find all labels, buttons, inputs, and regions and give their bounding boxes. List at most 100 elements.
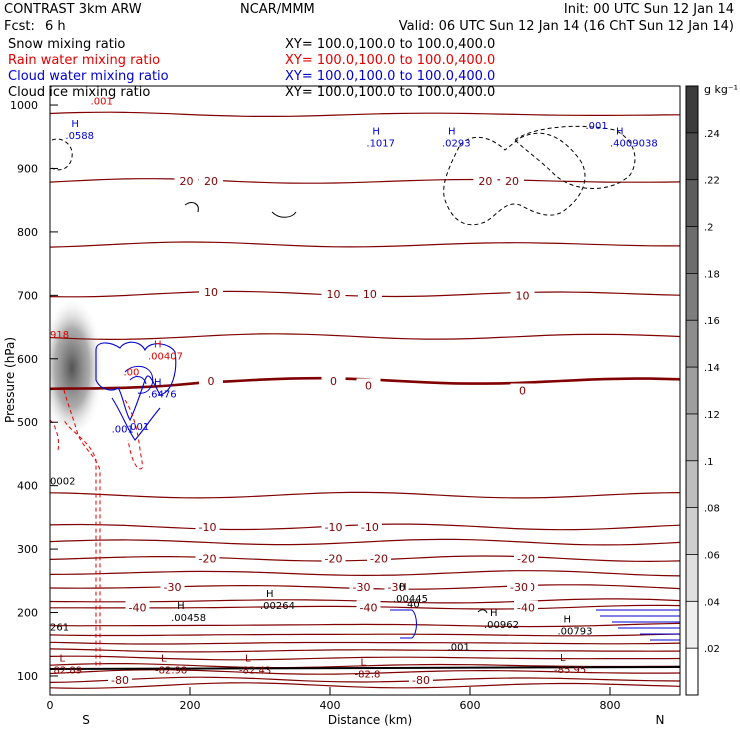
isotherm--15 (50, 538, 680, 546)
cloud-ice-small-contour-2 (271, 211, 297, 218)
legend-coords: XY= 100.0,100.0 to 100.0,400.0 (285, 85, 495, 100)
contour-label-bg (500, 174, 524, 188)
y-tick-label: 800 (17, 226, 38, 239)
colorbar-tick-label: .22 (704, 176, 720, 187)
contour-label: 20 (204, 175, 218, 188)
contour-value-label: .001 (112, 424, 134, 435)
x-tick-label: 200 (180, 699, 201, 712)
colorbar-tick-label: .24 (704, 129, 720, 140)
colorbar-tick-label: .1 (704, 457, 714, 468)
extremum-value: -85.95 (554, 665, 586, 676)
contour-label: 10 (363, 288, 377, 301)
contour-label: -30 (164, 581, 182, 594)
contour-label-bg (199, 373, 223, 387)
cloud-ice-contour-3 (51, 138, 73, 171)
contour-label-bg (356, 378, 381, 392)
colorbar-swatch (686, 226, 698, 274)
isotherm--55 (50, 641, 680, 645)
isotherm--60 (50, 648, 680, 653)
extremum-marker: H (266, 589, 274, 600)
contour-value-label: 0002 (50, 476, 75, 487)
extremum-marker: H (177, 601, 185, 612)
colorbar-swatch (686, 648, 698, 696)
cloud-ice-small-contour (184, 202, 199, 213)
contour-label-bg (160, 580, 185, 594)
extremum-value: .00445 (393, 594, 428, 605)
contour-label: 0 (365, 379, 372, 392)
colorbar-tick-label: .12 (704, 410, 720, 421)
isotherm--75 (50, 669, 680, 675)
colorbar-swatch (686, 413, 698, 462)
contour-label-bg (321, 551, 346, 565)
y-tick-label: 1000 (10, 99, 38, 112)
contour-label: -80 (111, 674, 129, 687)
model-title: CONTRAST 3km ARW (4, 2, 142, 17)
cloud-water-contour-6 (596, 609, 680, 641)
contour-label-bg (356, 600, 381, 614)
x-tick-label: 400 (320, 699, 341, 712)
colorbar-swatch (686, 86, 698, 134)
isotherm--20 (50, 555, 680, 563)
contour-label: -40 (360, 601, 378, 614)
extremum-value: .0293 (442, 138, 471, 149)
ground-surface (50, 666, 680, 670)
cloud-water-contour-4 (129, 376, 147, 385)
extremum-marker: H (490, 608, 498, 619)
y-axis: 100 200 300 400 500 600 700 800 900 1000 (10, 99, 58, 683)
extremum-value: .6476 (148, 390, 177, 401)
contour-value-label: .001 (448, 643, 470, 654)
contour-label: -40 (517, 601, 535, 614)
contour-label-bg (367, 551, 391, 565)
colorbar-tick-label: .02 (704, 644, 720, 655)
y-tick-label: 500 (17, 416, 38, 429)
plot-frame (49, 85, 681, 696)
colorbar: .24 .22 .2 .18 .16 .14 .12 .1 .08 .06 .04 .02 (685, 85, 720, 696)
y-tick-label: 900 (17, 162, 38, 175)
isotherm-20 (50, 178, 680, 184)
contour-value-label: 918 (50, 330, 69, 341)
isotherm-25 (50, 111, 680, 117)
rain-water-contour-2 (124, 399, 143, 470)
legend-name: Cloud ice mixing ratio (8, 85, 150, 100)
contour-label-bg (195, 519, 220, 533)
colorbar-tick-label: .18 (704, 269, 720, 280)
contour-value-label: .001 (91, 96, 113, 107)
cloud-ice-contour-2 (514, 125, 636, 189)
colorbar-tick-label: .08 (704, 504, 720, 515)
valid-time: Valid: 06 UTC Sun 12 Jan 14 (16 ChT Sun … (399, 19, 734, 34)
contour-label: 0 (519, 385, 526, 398)
extremum-value: .00407 (148, 352, 183, 363)
contour-label-bg (321, 373, 346, 387)
legend-name: Rain water mixing ratio (8, 53, 160, 68)
contour-label-bg (195, 551, 220, 565)
extremum-value: .4009038 (610, 138, 658, 149)
extremum-marker: L (60, 654, 66, 665)
legend-name: Snow mixing ratio (8, 37, 125, 52)
colorbar-swatch (686, 460, 698, 509)
y-tick-label: 100 (17, 670, 38, 683)
legend: Snow mixing ratio XY= 100.0,100.0 to 100.… (8, 37, 495, 100)
colorbar-swatch (686, 179, 698, 228)
extremum-value: .00458 (171, 613, 206, 624)
isotherm-5 (50, 333, 680, 341)
colorbar-tick-label: .06 (704, 550, 720, 561)
contour-label: -20 (370, 553, 388, 566)
forecast-hour: 6 h (45, 19, 66, 34)
legend-coords: XY= 100.0,100.0 to 100.0,400.0 (285, 69, 495, 84)
forecast-label: Fcst: (4, 19, 35, 34)
isotherm--5 (50, 491, 680, 499)
contour-label: -30 (388, 581, 406, 594)
x-tick-label: 800 (600, 699, 621, 712)
extremum-marker: H (71, 119, 79, 130)
isotherm--85 (50, 682, 680, 689)
contour-label-bg (507, 580, 531, 594)
y-tick-label: 400 (17, 480, 38, 493)
cloud-water-contour-5 (390, 609, 417, 639)
isotherm--45 (50, 622, 680, 628)
extremum-marker: L (161, 654, 167, 665)
contour-label: 10 (327, 288, 341, 301)
extremum-value: 82.89 (54, 666, 83, 677)
contour-value-label: .001 (127, 422, 149, 433)
